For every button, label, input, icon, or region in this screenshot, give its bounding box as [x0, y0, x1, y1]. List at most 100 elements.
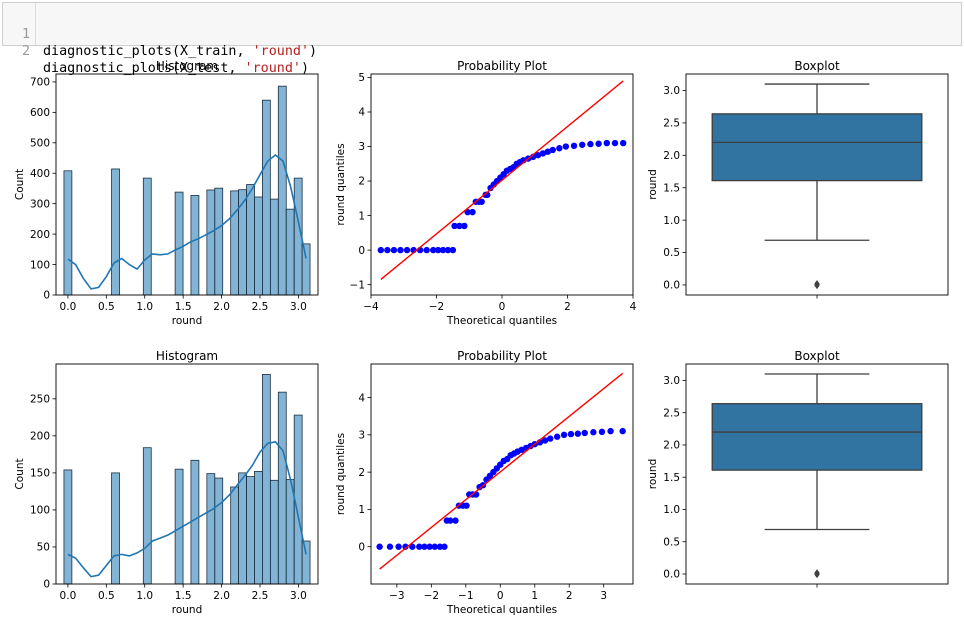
x-tick-label: 1.5	[175, 301, 192, 313]
y-tick-label: 2.0	[663, 440, 680, 452]
chart-panel: Boxplot 0.0 0.5 1.0 1.5 2.0 2.5 3.0 round	[647, 59, 949, 299]
y-tick-label: 3	[358, 141, 365, 153]
qq-point	[478, 198, 485, 205]
qq-point	[567, 430, 575, 438]
x-tick-label: 3.0	[290, 301, 307, 313]
histogram-bar	[261, 99, 271, 296]
qq-point	[579, 141, 586, 148]
y-tick-label: 4	[358, 392, 365, 404]
qq-point	[581, 429, 588, 437]
qq-point	[452, 517, 459, 524]
qq-point	[539, 150, 547, 157]
code-text[interactable]: diagnostic_plots(X_test, 'round')	[43, 60, 309, 77]
qq-point	[556, 145, 563, 152]
x-tick-label: 1.5	[175, 590, 192, 602]
chart-title: Histogram	[156, 349, 218, 363]
qq-point	[449, 246, 457, 254]
y-tick-label: 0	[358, 541, 365, 553]
code-token: )	[300, 61, 310, 76]
qq-point	[534, 151, 542, 159]
qq-point	[461, 222, 468, 230]
qq-point	[541, 437, 549, 444]
line-number: 2	[21, 44, 30, 59]
y-axis-label: round	[647, 169, 659, 200]
x-tick-label: 1.0	[136, 590, 153, 602]
y-tick-label: 0.5	[663, 247, 680, 259]
x-axis-label: Theoretical quantiles	[446, 315, 557, 327]
qq-point	[386, 543, 394, 550]
y-tick-label: 1.0	[663, 215, 680, 227]
histogram-bar	[174, 191, 184, 296]
y-axis-label: Count	[14, 458, 26, 489]
histogram-bar	[261, 373, 271, 585]
line-number-gutter	[35, 3, 36, 45]
chart-title: Boxplot	[794, 349, 840, 363]
histogram-bar	[230, 486, 240, 585]
qq-point	[402, 543, 409, 550]
y-tick-label: 200	[30, 431, 50, 443]
line-number: 1	[21, 27, 30, 42]
qq-point	[469, 208, 476, 216]
y-tick-label: 2.5	[663, 407, 680, 419]
qq-point	[390, 246, 398, 254]
code-token: )	[309, 44, 318, 59]
box-iqr	[711, 403, 923, 471]
qq-point	[421, 543, 428, 550]
chart-panel: Boxplot 0.0 0.5 1.0 1.5 2.0 2.5 3.0 round	[647, 349, 949, 588]
x-axis-label: Theoretical quantiles	[446, 604, 557, 616]
chart-panel: Probability Plot 0 1 2 3 4 −3 −2 −1 0 1 2 3 Theoretic…	[335, 349, 634, 616]
qq-point	[430, 246, 437, 254]
qq-point	[395, 543, 402, 550]
histogram-bar	[246, 476, 255, 585]
y-tick-label: −1	[350, 279, 365, 291]
y-tick-label: 0.0	[663, 569, 680, 581]
histogram-bar	[214, 477, 224, 585]
qq-point	[587, 140, 594, 148]
histogram-bar	[254, 196, 263, 296]
histogram-bar	[111, 168, 120, 296]
chart-title: Histogram	[156, 59, 218, 73]
qq-point	[439, 246, 447, 254]
code-text[interactable]: diagnostic_plots(X_train, 'round')	[43, 43, 317, 60]
code-line[interactable]: 1 diagnostic_plots(X_train, 'round')	[3, 9, 317, 59]
code-cell[interactable]: 1 diagnostic_plots(X_train, 'round') 2 d…	[2, 2, 962, 76]
histogram-bar	[142, 447, 152, 585]
code-token: diagnostic_plots(X_train,	[43, 44, 253, 59]
qq-point	[549, 146, 556, 154]
x-tick-label: 0.5	[98, 590, 115, 602]
qq-point	[562, 143, 570, 150]
histogram-bar	[301, 540, 311, 585]
histogram-bar	[277, 85, 287, 296]
qq-point	[598, 428, 606, 436]
code-line[interactable]: 2 diagnostic_plots(X_test, 'round')	[3, 26, 309, 76]
x-tick-label: −1	[458, 590, 473, 602]
histogram-bar	[142, 177, 152, 296]
qq-point	[553, 433, 561, 440]
y-tick-label: 250	[30, 394, 50, 406]
kde-line	[67, 153, 307, 290]
chart-panel: Histogram 0 100 200 300 400 500 600 700 0.0 0.5 1.0…	[14, 59, 319, 327]
histogram-bar	[285, 479, 295, 585]
histogram-bar	[246, 184, 255, 296]
qq-point	[426, 543, 433, 550]
y-tick-label: 2	[358, 176, 365, 188]
y-tick-label: 3.0	[663, 375, 680, 387]
y-tick-label: 600	[30, 107, 50, 119]
y-tick-label: 2.5	[663, 118, 680, 130]
qq-point	[544, 148, 552, 155]
qq-point	[560, 431, 568, 439]
histogram-bar	[277, 391, 287, 585]
histogram-bar	[63, 170, 73, 296]
chart-panel: Probability Plot −1 0 1 2 3 4 5 −4 −2 0 2 4 Theoretic…	[335, 59, 637, 327]
code-string-token: 'round'	[252, 44, 310, 59]
histogram-bar	[230, 190, 240, 296]
y-tick-label: 2	[358, 467, 365, 479]
y-tick-label: 1.5	[663, 472, 680, 484]
y-tick-label: 0	[43, 579, 50, 591]
y-tick-label: 0.0	[663, 280, 680, 292]
qq-point	[603, 139, 610, 147]
y-tick-label: 100	[30, 505, 50, 517]
y-tick-label: 200	[30, 229, 50, 241]
chart-panel: Histogram 0 50 100 150 200 250 0.0 0.5 1.0 1.5 2.0 2…	[14, 349, 319, 616]
